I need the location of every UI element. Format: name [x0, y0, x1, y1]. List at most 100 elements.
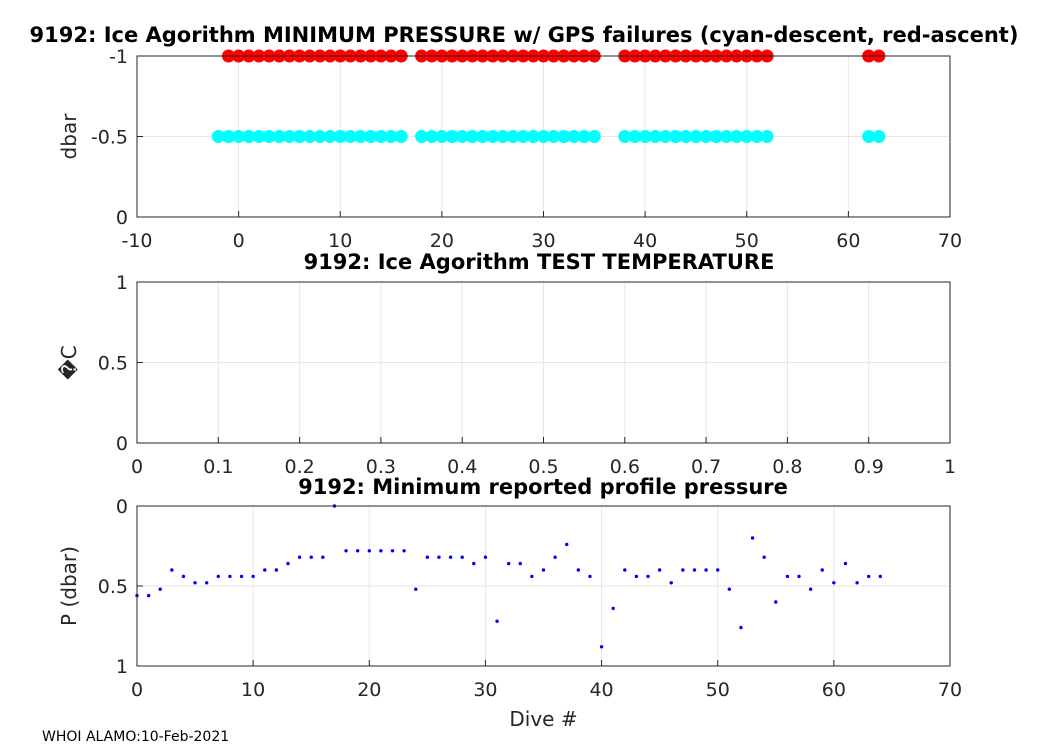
- data-point: [638, 130, 652, 143]
- x-tick-label: 0.4: [447, 456, 477, 478]
- x-tick-label: 0.7: [691, 456, 721, 478]
- data-point: [506, 561, 511, 566]
- data-point: [394, 130, 408, 143]
- data-point: [618, 130, 632, 143]
- x-tick-label: -10: [121, 230, 152, 252]
- data-point: [727, 587, 732, 591]
- y-tick-label: 0: [116, 496, 128, 518]
- data-point: [472, 561, 476, 566]
- data-point: [832, 581, 836, 585]
- x-tick-label: 0.8: [772, 456, 802, 478]
- data-point: [739, 625, 743, 630]
- x-axis-label: Dive #: [509, 707, 577, 731]
- data-point: [719, 130, 733, 143]
- data-point: [242, 130, 256, 143]
- data-point: [272, 130, 286, 143]
- data-point: [496, 130, 510, 143]
- data-point: [297, 555, 302, 559]
- data-point: [843, 561, 848, 566]
- data-point: [158, 587, 162, 591]
- data-point: [204, 581, 209, 585]
- data-point: [437, 555, 441, 559]
- data-point: [390, 549, 395, 553]
- data-point: [455, 130, 469, 143]
- x-tick-label: 0.9: [854, 456, 884, 478]
- data-point: [526, 130, 540, 143]
- x-tick-label: 60: [822, 679, 846, 701]
- data-point: [239, 574, 244, 579]
- data-point: [699, 130, 713, 143]
- data-point: [681, 568, 685, 572]
- x-tick-label: 60: [836, 230, 860, 252]
- data-point: [506, 130, 520, 143]
- data-point: [704, 568, 708, 572]
- data-point: [628, 130, 642, 143]
- data-point: [384, 130, 398, 143]
- y-axis-label: �C: [57, 345, 81, 379]
- footer-credit: WHOI ALAMO:10-Feb-2021: [42, 729, 229, 745]
- data-point: [867, 574, 871, 579]
- data-point: [354, 130, 368, 143]
- data-point: [232, 130, 246, 143]
- data-point: [333, 130, 347, 143]
- data-point: [211, 130, 225, 143]
- data-point: [379, 549, 383, 553]
- data-point: [495, 619, 499, 623]
- data-point: [486, 130, 500, 143]
- data-point: [282, 130, 296, 143]
- x-tick-label: 70: [938, 230, 962, 252]
- data-point: [263, 568, 267, 572]
- data-point: [402, 549, 406, 553]
- data-point: [797, 574, 801, 579]
- x-tick-label: 10: [328, 230, 352, 252]
- data-point: [547, 130, 561, 143]
- data-point: [692, 568, 697, 572]
- data-point: [709, 130, 723, 143]
- x-tick-label: 0.6: [610, 456, 640, 478]
- data-point: [274, 568, 279, 572]
- x-tick-label: 40: [589, 679, 613, 701]
- data-point: [557, 130, 571, 143]
- x-tick-label: 0: [131, 456, 143, 478]
- x-tick-label: 20: [357, 679, 381, 701]
- data-point: [321, 555, 325, 559]
- data-point: [323, 130, 337, 143]
- data-point: [648, 130, 662, 143]
- y-tick-label: 0: [116, 207, 128, 229]
- data-point: [872, 130, 886, 143]
- data-point: [537, 130, 550, 143]
- data-point: [425, 555, 430, 559]
- data-point: [716, 568, 720, 572]
- x-tick-label: 0.3: [366, 456, 396, 478]
- x-tick-label: 0: [131, 679, 143, 701]
- data-point: [216, 574, 220, 579]
- data-point: [251, 574, 255, 579]
- data-point: [530, 574, 534, 579]
- data-point: [808, 587, 813, 591]
- data-point: [516, 130, 530, 143]
- data-point: [483, 555, 488, 559]
- data-point: [460, 555, 464, 559]
- x-tick-label: 30: [531, 230, 555, 252]
- data-point: [750, 130, 764, 143]
- data-point: [634, 574, 639, 579]
- series-descent: [211, 130, 886, 143]
- data-point: [657, 568, 662, 572]
- data-point: [476, 130, 490, 143]
- data-point: [425, 130, 439, 143]
- data-point: [760, 130, 774, 143]
- y-axis-label: dbar: [57, 113, 81, 160]
- y-axis-label: P (dbar): [57, 546, 81, 626]
- data-point: [414, 587, 418, 591]
- panel-ice-test-temperature: 0 0.1 0.2 0.3 0.4 0.5 0.6 0.7 0.8 0.9 1 0 0.5 1 9192:…: [57, 250, 956, 478]
- data-point: [518, 561, 522, 566]
- x-tick-label: 70: [938, 679, 962, 701]
- data-point: [679, 130, 693, 143]
- x-tick-label: 1: [944, 456, 956, 478]
- data-point: [611, 606, 615, 611]
- y-tick-label: 0.5: [98, 576, 128, 598]
- data-point: [303, 130, 317, 143]
- data-point: [599, 645, 604, 649]
- data-point: [855, 581, 859, 585]
